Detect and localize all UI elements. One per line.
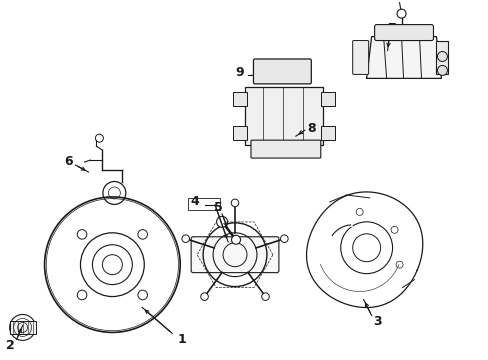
Text: 6: 6 bbox=[64, 154, 73, 167]
Circle shape bbox=[437, 51, 447, 62]
FancyBboxPatch shape bbox=[374, 24, 432, 41]
Circle shape bbox=[437, 66, 447, 75]
Bar bbox=[233, 92, 246, 106]
Text: 7: 7 bbox=[386, 22, 395, 35]
Bar bbox=[436, 41, 447, 75]
Text: 9: 9 bbox=[235, 66, 244, 79]
FancyBboxPatch shape bbox=[250, 140, 320, 158]
Bar bbox=[244, 87, 322, 145]
Text: 8: 8 bbox=[307, 122, 315, 135]
Text: 3: 3 bbox=[372, 315, 381, 328]
Bar bbox=[233, 126, 246, 140]
Circle shape bbox=[231, 235, 240, 244]
Circle shape bbox=[261, 293, 269, 300]
Circle shape bbox=[280, 235, 287, 243]
Circle shape bbox=[396, 9, 405, 18]
Circle shape bbox=[231, 199, 238, 207]
FancyBboxPatch shape bbox=[352, 41, 368, 75]
FancyBboxPatch shape bbox=[253, 59, 311, 84]
FancyBboxPatch shape bbox=[191, 237, 278, 273]
Polygon shape bbox=[366, 37, 441, 78]
Circle shape bbox=[201, 293, 208, 300]
Circle shape bbox=[182, 235, 189, 243]
Bar bbox=[320, 92, 334, 106]
Text: 1: 1 bbox=[178, 333, 186, 346]
Text: 2: 2 bbox=[6, 339, 15, 352]
Bar bbox=[188, 198, 220, 210]
Text: 4: 4 bbox=[190, 195, 199, 208]
Bar bbox=[320, 126, 334, 140]
Circle shape bbox=[216, 216, 227, 227]
Text: 5: 5 bbox=[213, 201, 222, 215]
Bar bbox=[10, 321, 36, 334]
